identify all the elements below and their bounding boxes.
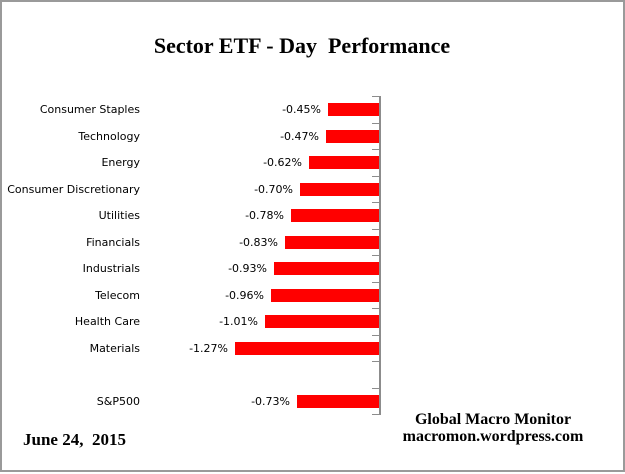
- source-url: macromon.wordpress.com: [402, 428, 584, 445]
- value-label: -0.45%: [282, 103, 321, 116]
- bar: [328, 103, 379, 116]
- chart-title: Sector ETF - Day Performance: [153, 33, 451, 58]
- chart-row: Consumer Discretionary -0.70%: [2, 176, 625, 203]
- value-label: -0.73%: [251, 394, 290, 408]
- source-attribution: Global Macro Monitor macromon.wordpress.…: [385, 411, 601, 445]
- chart-row: S&P500 -0.73%: [2, 388, 625, 415]
- value-label: -0.47%: [280, 129, 319, 143]
- category-label: Health Care: [74, 315, 140, 328]
- category-label: Consumer Discretionary: [7, 182, 140, 196]
- value-label: -0.70%: [254, 182, 293, 196]
- value-label: -0.93%: [228, 262, 267, 275]
- axis-tick: [372, 202, 381, 203]
- value-label: -0.96%: [225, 288, 264, 302]
- value-label: -0.62%: [263, 156, 302, 169]
- chart-row: Technology -0.47%: [2, 123, 625, 150]
- bar: [274, 262, 379, 275]
- chart-row: Materials -1.27%: [2, 335, 625, 362]
- bar: [271, 288, 379, 302]
- axis-tick: [372, 229, 381, 230]
- axis-tick: [372, 176, 381, 177]
- value-label: -0.78%: [245, 209, 284, 222]
- chart-row: Financials -0.83%: [2, 229, 625, 256]
- bar: [297, 394, 379, 408]
- value-label: -1.27%: [189, 341, 228, 355]
- bar: [235, 341, 379, 355]
- category-label: Consumer Staples: [39, 103, 140, 116]
- axis-tick: [372, 361, 381, 362]
- chart-row: [2, 361, 625, 388]
- category-label: Industrials: [82, 262, 140, 275]
- category-label: Financials: [86, 235, 140, 249]
- bar: [300, 182, 379, 196]
- axis-tick: [372, 149, 381, 150]
- chart-row: Energy -0.62%: [2, 149, 625, 176]
- chart-row: Health Care -1.01%: [2, 308, 625, 335]
- category-label: Energy: [101, 156, 140, 169]
- chart-row: Utilities -0.78%: [2, 202, 625, 229]
- value-label: -0.83%: [239, 235, 278, 249]
- axis-tick: [372, 388, 381, 389]
- category-label: S&P500: [96, 394, 140, 408]
- bar: [265, 315, 379, 328]
- axis-tick: [372, 255, 381, 256]
- chart-row: Consumer Staples -0.45%: [2, 96, 625, 123]
- category-label: Utilities: [98, 209, 140, 222]
- axis-tick: [372, 335, 381, 336]
- axis-tick: [372, 414, 381, 415]
- chart-row: Industrials -0.93%: [2, 255, 625, 282]
- axis-tick: [372, 123, 381, 124]
- bar: [309, 156, 379, 169]
- value-label: -1.01%: [219, 315, 258, 328]
- bar: [285, 235, 379, 249]
- axis-tick: [372, 96, 381, 97]
- date-label: June 24, 2015: [23, 430, 126, 449]
- source-name: Global Macro Monitor: [414, 411, 572, 428]
- category-label: Materials: [89, 341, 140, 355]
- bar: [326, 129, 379, 143]
- axis-tick: [372, 308, 381, 309]
- category-label: Telecom: [95, 288, 140, 302]
- chart-row: Telecom -0.96%: [2, 282, 625, 309]
- axis-tick: [372, 282, 381, 283]
- bar: [291, 209, 379, 222]
- category-label: Technology: [78, 129, 140, 143]
